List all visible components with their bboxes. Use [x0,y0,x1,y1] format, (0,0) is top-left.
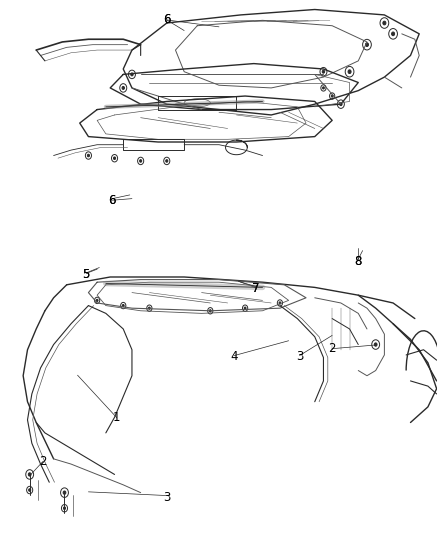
Text: 5: 5 [83,268,90,281]
Circle shape [209,310,211,312]
Circle shape [392,32,395,36]
Circle shape [131,73,133,76]
Circle shape [122,86,124,90]
Circle shape [64,507,66,510]
Text: 6: 6 [163,13,170,27]
Text: 7: 7 [252,282,260,295]
Circle shape [148,307,150,309]
Circle shape [28,473,31,476]
Circle shape [322,70,325,73]
Circle shape [63,491,66,494]
Text: 6: 6 [163,13,170,27]
Circle shape [365,43,368,46]
Circle shape [348,70,351,74]
Text: 6: 6 [109,193,116,207]
Circle shape [166,160,168,162]
Text: 5: 5 [83,268,90,281]
Text: 7: 7 [252,282,260,295]
Circle shape [96,299,98,302]
Circle shape [28,489,31,491]
Text: 8: 8 [355,255,362,268]
Circle shape [244,307,246,309]
Text: 1: 1 [113,411,120,424]
Circle shape [87,154,89,157]
Text: 2: 2 [328,342,336,355]
Circle shape [113,157,116,159]
Circle shape [339,103,342,106]
Circle shape [374,343,377,346]
Circle shape [279,302,281,304]
Text: 3: 3 [296,350,303,363]
Circle shape [122,304,124,306]
Text: 6: 6 [109,193,116,207]
Text: 2: 2 [39,455,46,468]
Circle shape [331,95,333,97]
Circle shape [140,160,142,162]
Text: 3: 3 [163,491,170,504]
Circle shape [322,87,325,89]
Circle shape [383,21,386,25]
Text: 8: 8 [355,255,362,268]
Text: 4: 4 [230,350,238,363]
